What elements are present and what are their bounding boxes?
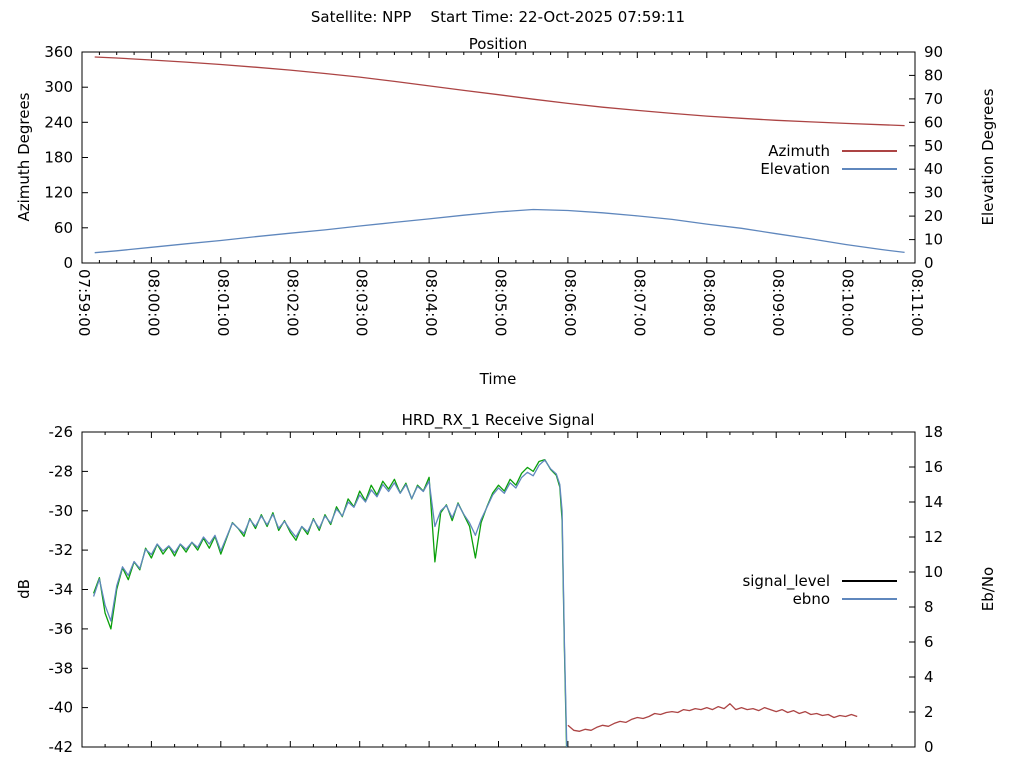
x-tick-label: 08:07:00 <box>630 269 648 336</box>
y-right-tick-label: 14 <box>924 493 943 511</box>
elevation-line <box>94 208 905 254</box>
y-left-tick-label: -28 <box>49 462 74 480</box>
page-title: Satellite: NPP Start Time: 22-Oct-2025 0… <box>310 8 686 26</box>
x-tick-label: 08:05:00 <box>492 269 510 336</box>
y-right-tick-label: 40 <box>924 160 943 178</box>
y-right-tick-label: 6 <box>924 633 934 651</box>
y-left-tick-label: -40 <box>49 699 74 717</box>
legend-signal-level-sample-line <box>842 580 897 582</box>
signal-level-line <box>92 458 568 747</box>
x-tick-label: 08:08:00 <box>700 269 718 336</box>
y-right-tick-label: 30 <box>924 184 943 202</box>
x-tick-label: 08:10:00 <box>839 269 857 336</box>
y-right-tick-label: 80 <box>924 66 943 84</box>
x-tick-label: 08:11:00 <box>908 269 926 336</box>
legend-Azimuth: Azimuth <box>697 142 897 160</box>
x-tick-label: 08:03:00 <box>353 269 371 336</box>
x-tick-label: 08:04:00 <box>422 269 440 336</box>
legend-ebno-label: ebno <box>792 590 830 608</box>
y-left-tick-label: 180 <box>44 149 73 167</box>
y-right-tick-label: 2 <box>924 703 934 721</box>
y-right-tick-label: 12 <box>924 528 943 546</box>
legend-Elevation-sample-line <box>842 168 897 170</box>
y-right-tick-label: 18 <box>924 423 943 441</box>
y-right-tick-label: 0 <box>924 738 934 756</box>
receive-signal-chart-title: HRD_RX_1 Receive Signal <box>401 411 595 429</box>
y-left-tick-label: -42 <box>49 738 74 756</box>
x-tick-label: 08:01:00 <box>214 269 232 336</box>
y-right-tick-label: 4 <box>924 668 934 686</box>
legend-Elevation: Elevation <box>697 160 897 178</box>
y-left-tick-label: -32 <box>49 541 74 559</box>
y-right-tick-label: 16 <box>924 458 943 476</box>
legend-Azimuth-label: Azimuth <box>768 142 830 160</box>
y-right-tick-label: 20 <box>924 207 943 225</box>
y-left-tick-label: -30 <box>49 502 74 520</box>
y-left-tick-label: 120 <box>44 184 73 202</box>
ebno-line <box>92 459 568 747</box>
y-left-tick-label: 60 <box>54 219 73 237</box>
y-right-tick-label: 0 <box>924 254 934 272</box>
position-chart: 07:59:00 08:00:00 08:01:00 08:02:00 08:03:00… <box>44 43 943 336</box>
y-left-tick-label: -38 <box>49 659 74 677</box>
position-chart-title: Position <box>468 35 528 53</box>
y-left-tick-label: -36 <box>49 620 74 638</box>
x-tick-label: 08:02:00 <box>283 269 301 336</box>
y-left-tick-label: 300 <box>44 78 73 96</box>
y-right-tick-label: 60 <box>924 113 943 131</box>
signal-level-noise-floor-line <box>567 703 858 732</box>
legend-Elevation-label: Elevation <box>760 160 830 178</box>
legend-ebno-sample-line <box>842 598 897 600</box>
legend-signal-level: signal_level <box>697 572 897 590</box>
y-left-tick-label: -34 <box>49 581 74 599</box>
x-tick-label: 07:59:00 <box>75 269 93 336</box>
x-tick-label: 08:09:00 <box>769 269 787 336</box>
y-right-tick-label: 50 <box>924 137 943 155</box>
legend-Azimuth-sample-line <box>842 150 897 152</box>
y-left-tick-label: -26 <box>49 423 74 441</box>
azimuth-line <box>94 56 905 127</box>
y-left-tick-label: 240 <box>44 113 73 131</box>
y-right-tick-label: 10 <box>924 563 943 581</box>
y-right-tick-label: 10 <box>924 231 943 249</box>
legend-signal-level-label: signal_level <box>742 572 830 590</box>
y-left-tick-label: 360 <box>44 43 73 61</box>
y-right-tick-label: 70 <box>924 90 943 108</box>
x-tick-label: 08:00:00 <box>144 269 162 336</box>
y-right-tick-label: 8 <box>924 598 934 616</box>
time-axis-label: Time <box>479 370 517 388</box>
x-tick-label: 08:06:00 <box>561 269 579 336</box>
y-right-tick-label: 90 <box>924 43 943 61</box>
y-left-tick-label: 0 <box>63 254 73 272</box>
legend-ebno: ebno <box>697 590 897 608</box>
